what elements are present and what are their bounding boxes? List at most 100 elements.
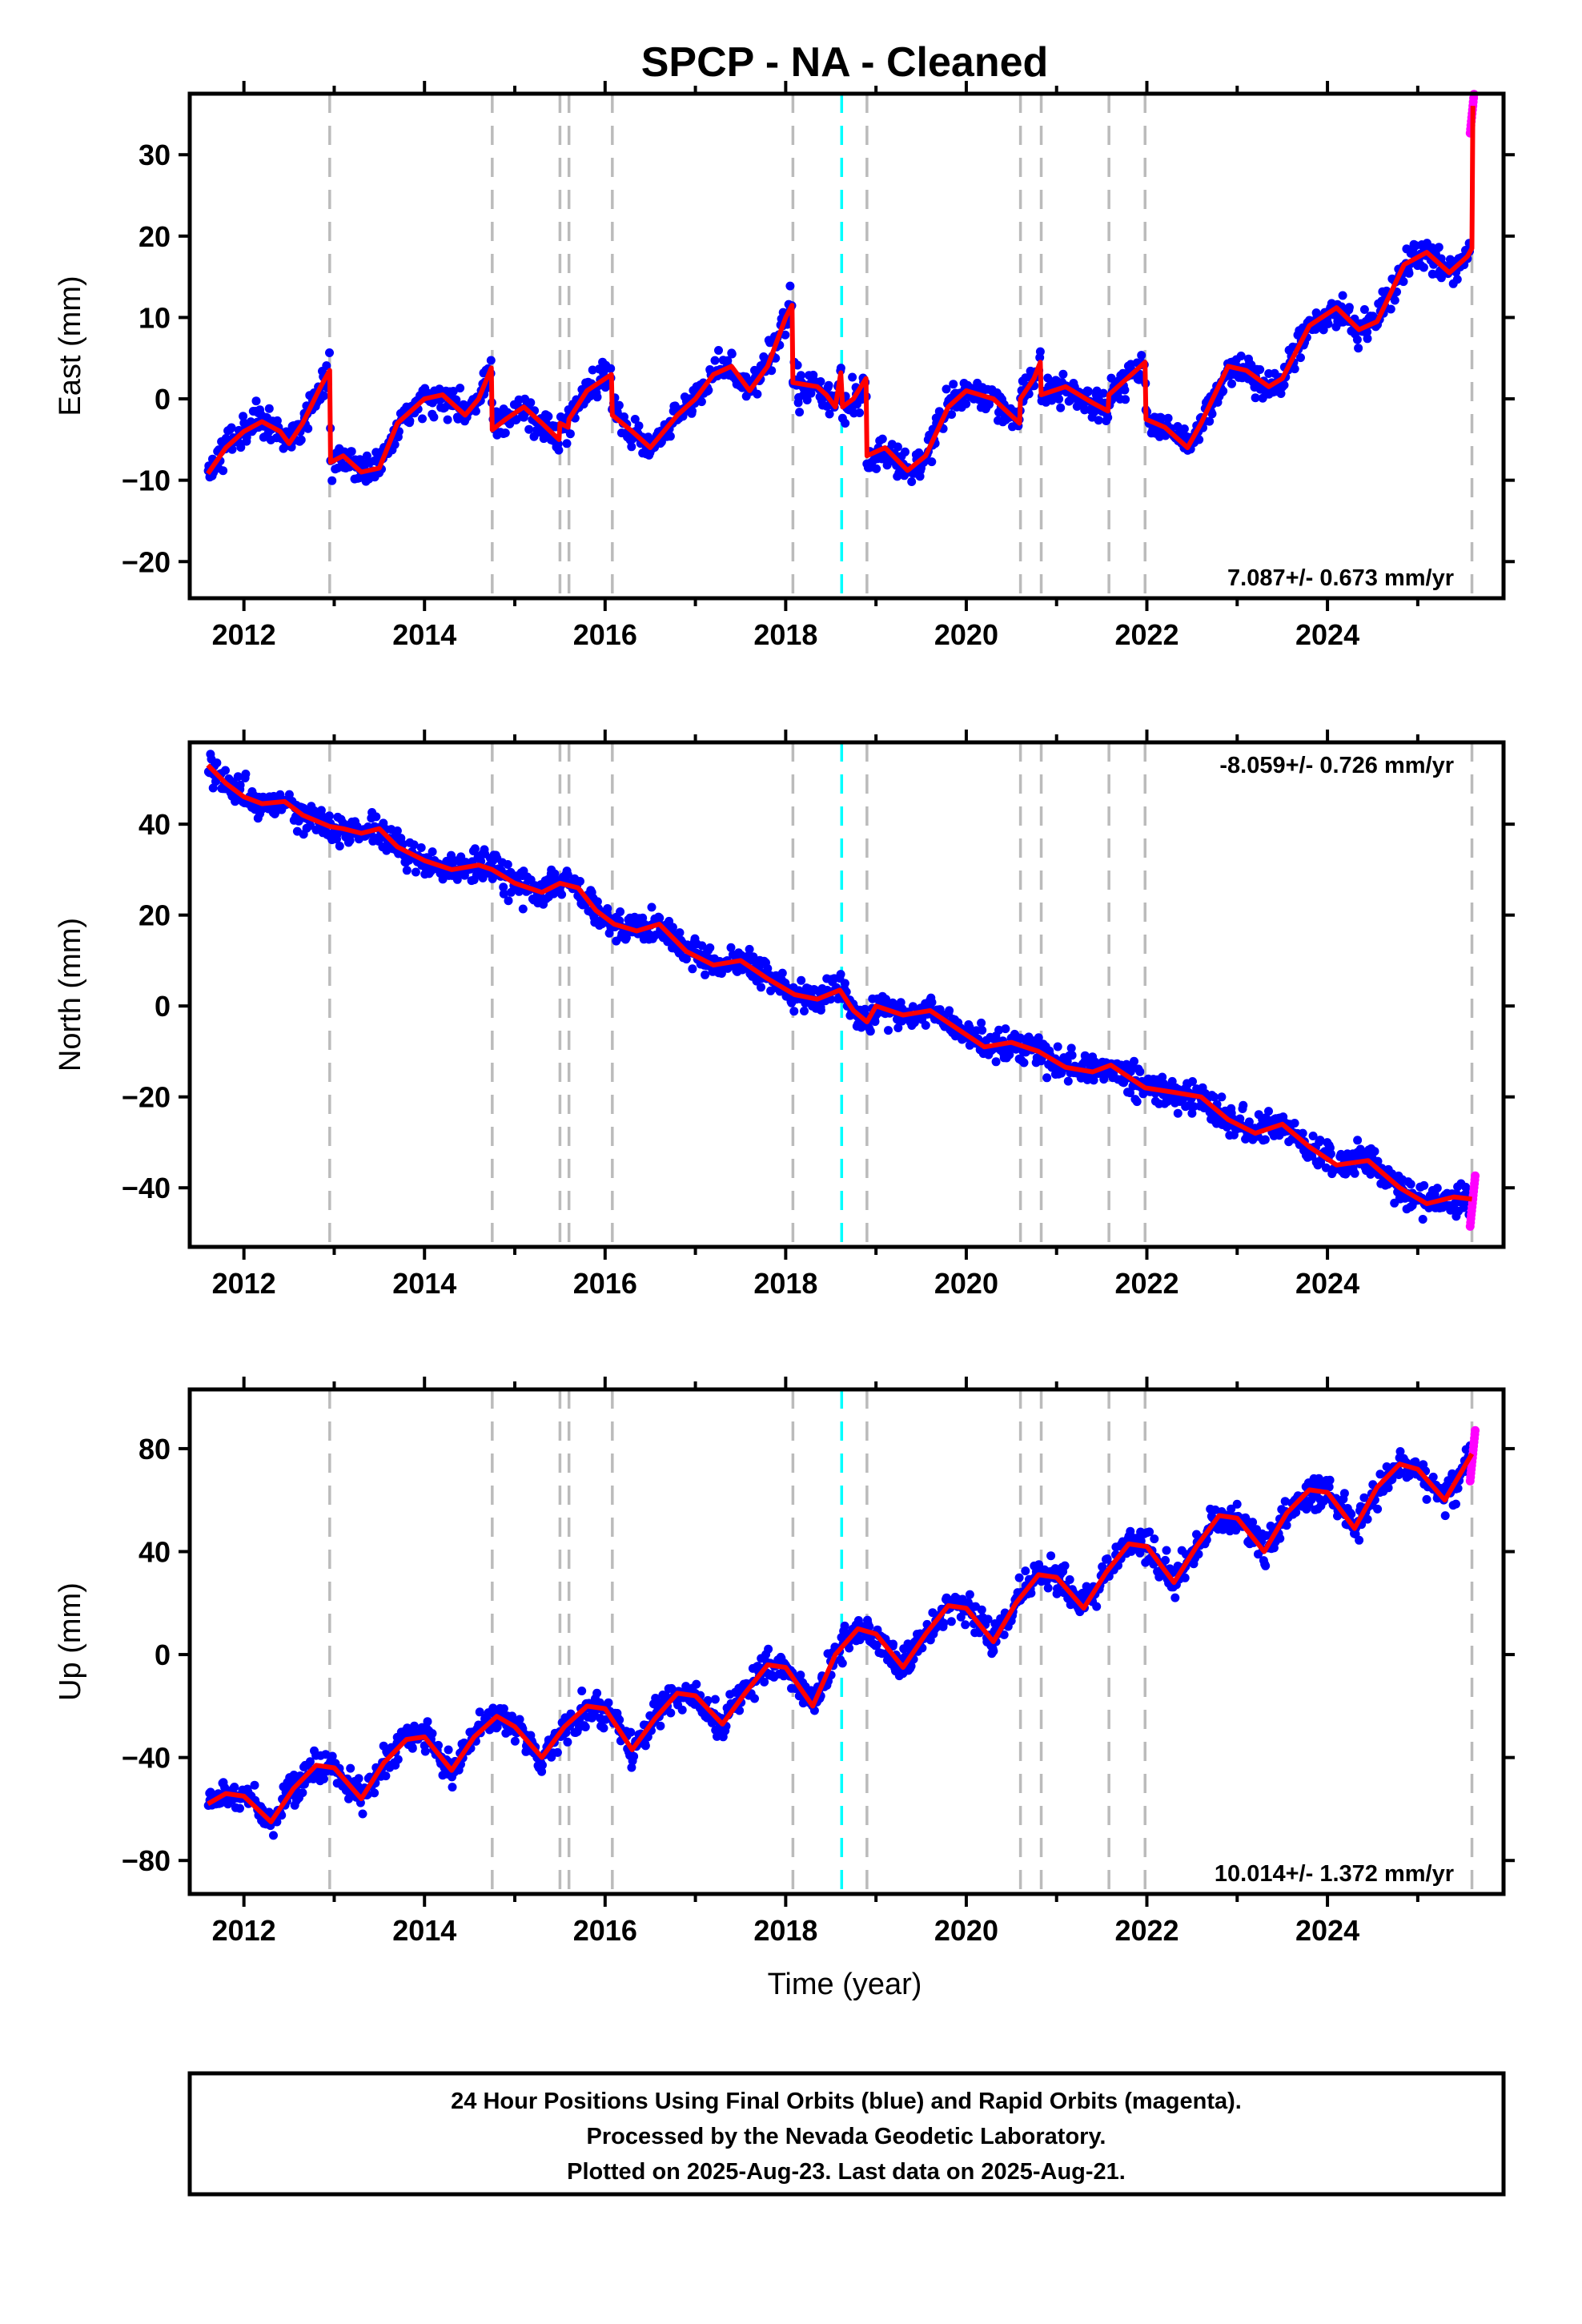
data-point-final: [1326, 1149, 1335, 1159]
data-point-final: [370, 1788, 379, 1798]
data-point-final: [423, 1717, 432, 1727]
model-curve: [206, 763, 1472, 1207]
data-point-final: [592, 1688, 602, 1698]
x-tick-label: 2018: [753, 1914, 817, 1947]
data-point-final: [1383, 1483, 1393, 1493]
data-point-final: [681, 955, 691, 964]
data-point-final: [1121, 395, 1130, 404]
data-point-final: [1179, 424, 1189, 433]
data-point-final: [552, 1747, 562, 1757]
data-point-final: [544, 412, 553, 421]
data-point-final: [1251, 393, 1260, 403]
data-point-final: [906, 1662, 916, 1671]
data-point-final: [327, 1751, 337, 1761]
data-point-final: [1053, 1042, 1062, 1051]
data-point-final: [227, 444, 237, 454]
data-point-final: [1282, 1521, 1291, 1530]
data-point-final: [1063, 1076, 1073, 1086]
data-point-final: [796, 1671, 805, 1680]
data-point-final: [1001, 1024, 1010, 1034]
data-point-final: [1239, 1100, 1248, 1110]
y-tick-label: −80: [122, 1844, 171, 1877]
data-point-final: [1219, 386, 1228, 396]
data-point-final: [1158, 1072, 1167, 1082]
data-point-final: [872, 464, 881, 473]
data-point-final: [1046, 1551, 1056, 1561]
data-point-final: [1347, 1510, 1356, 1519]
data-point-final: [1452, 1499, 1460, 1509]
data-point-final: [354, 1774, 363, 1783]
y-tick-label: −10: [122, 464, 171, 497]
data-point-final: [327, 476, 337, 485]
data-point-final: [675, 928, 685, 938]
data-point-final: [1255, 365, 1265, 374]
data-point-final: [1266, 1522, 1275, 1530]
data-point-final: [865, 1027, 875, 1036]
data-point-final: [1217, 1092, 1227, 1102]
data-point-final: [1019, 1058, 1029, 1068]
data-point-final: [666, 1708, 676, 1718]
data-point-final: [604, 1698, 613, 1707]
data-point-final: [1065, 1575, 1074, 1584]
east-rate-label: 7.087+/- 0.673 mm/yr: [1227, 565, 1454, 591]
data-point-final: [1194, 1550, 1203, 1559]
data-point-final: [1248, 1518, 1258, 1527]
data-point-final: [1188, 1077, 1197, 1086]
data-point-final: [796, 371, 805, 380]
data-point-final: [325, 348, 334, 357]
x-tick-label: 2014: [392, 1267, 456, 1300]
data-point-final: [949, 380, 958, 389]
data-point-final: [1232, 1499, 1242, 1509]
plot-frame: [187, 1387, 1506, 1896]
data-point-final: [621, 933, 631, 943]
data-point-final: [563, 870, 572, 879]
data-point-final: [703, 1695, 713, 1705]
y-tick-label: −20: [122, 545, 171, 578]
data-point-final: [1162, 1546, 1171, 1555]
north-panel: −40 −20 0 20 40 2012 2014 2016 2018 2020 2022 2024 N…: [54, 730, 1515, 1300]
data-point-final: [592, 897, 602, 907]
data-point-final: [630, 415, 640, 424]
data-point-final: [735, 1706, 745, 1715]
data-point-final: [443, 415, 452, 424]
data-point-final: [1026, 1588, 1036, 1598]
data-point-final: [870, 1017, 880, 1027]
data-point-final: [999, 1630, 1009, 1639]
data-point-final: [710, 1695, 720, 1704]
data-point-final: [319, 391, 329, 400]
data-point-final: [877, 434, 887, 444]
data-point-final: [1260, 1135, 1270, 1144]
data-point-final: [1092, 1602, 1102, 1611]
data-point-final: [945, 1006, 954, 1015]
data-point-final: [872, 1640, 881, 1650]
data-point-final: [298, 1788, 307, 1798]
data-point-final: [1137, 351, 1146, 360]
data-point-final: [764, 1644, 773, 1654]
footer-frame: [187, 2071, 1506, 2197]
data-point-final: [1404, 268, 1414, 278]
data-point-final: [503, 860, 512, 869]
data-point-final: [757, 983, 765, 992]
data-point-final: [750, 1694, 759, 1703]
data-point-final: [420, 1747, 430, 1756]
data-point-final: [655, 913, 665, 923]
data-point-final: [409, 840, 419, 850]
data-point-final: [208, 783, 218, 793]
data-point-final: [227, 423, 236, 432]
y-tick-label: −40: [122, 1742, 171, 1775]
data-point-final: [557, 890, 567, 899]
data-point-final: [1363, 328, 1372, 337]
data-point-final: [1399, 277, 1408, 287]
x-tick-label: 2016: [573, 1914, 637, 1947]
north-axis-label: North (mm): [54, 918, 87, 1072]
data-point-final: [1290, 1119, 1299, 1128]
data-point-final: [710, 356, 720, 365]
x-tick-label: 2024: [1295, 1267, 1359, 1300]
data-point-final: [1363, 1514, 1372, 1524]
data-point-final: [235, 1803, 244, 1813]
data-point-final: [1170, 1593, 1180, 1602]
data-point-final: [939, 1618, 949, 1628]
data-point-final: [634, 421, 644, 431]
data-point-final: [408, 1743, 417, 1753]
data-point-final: [616, 907, 625, 916]
